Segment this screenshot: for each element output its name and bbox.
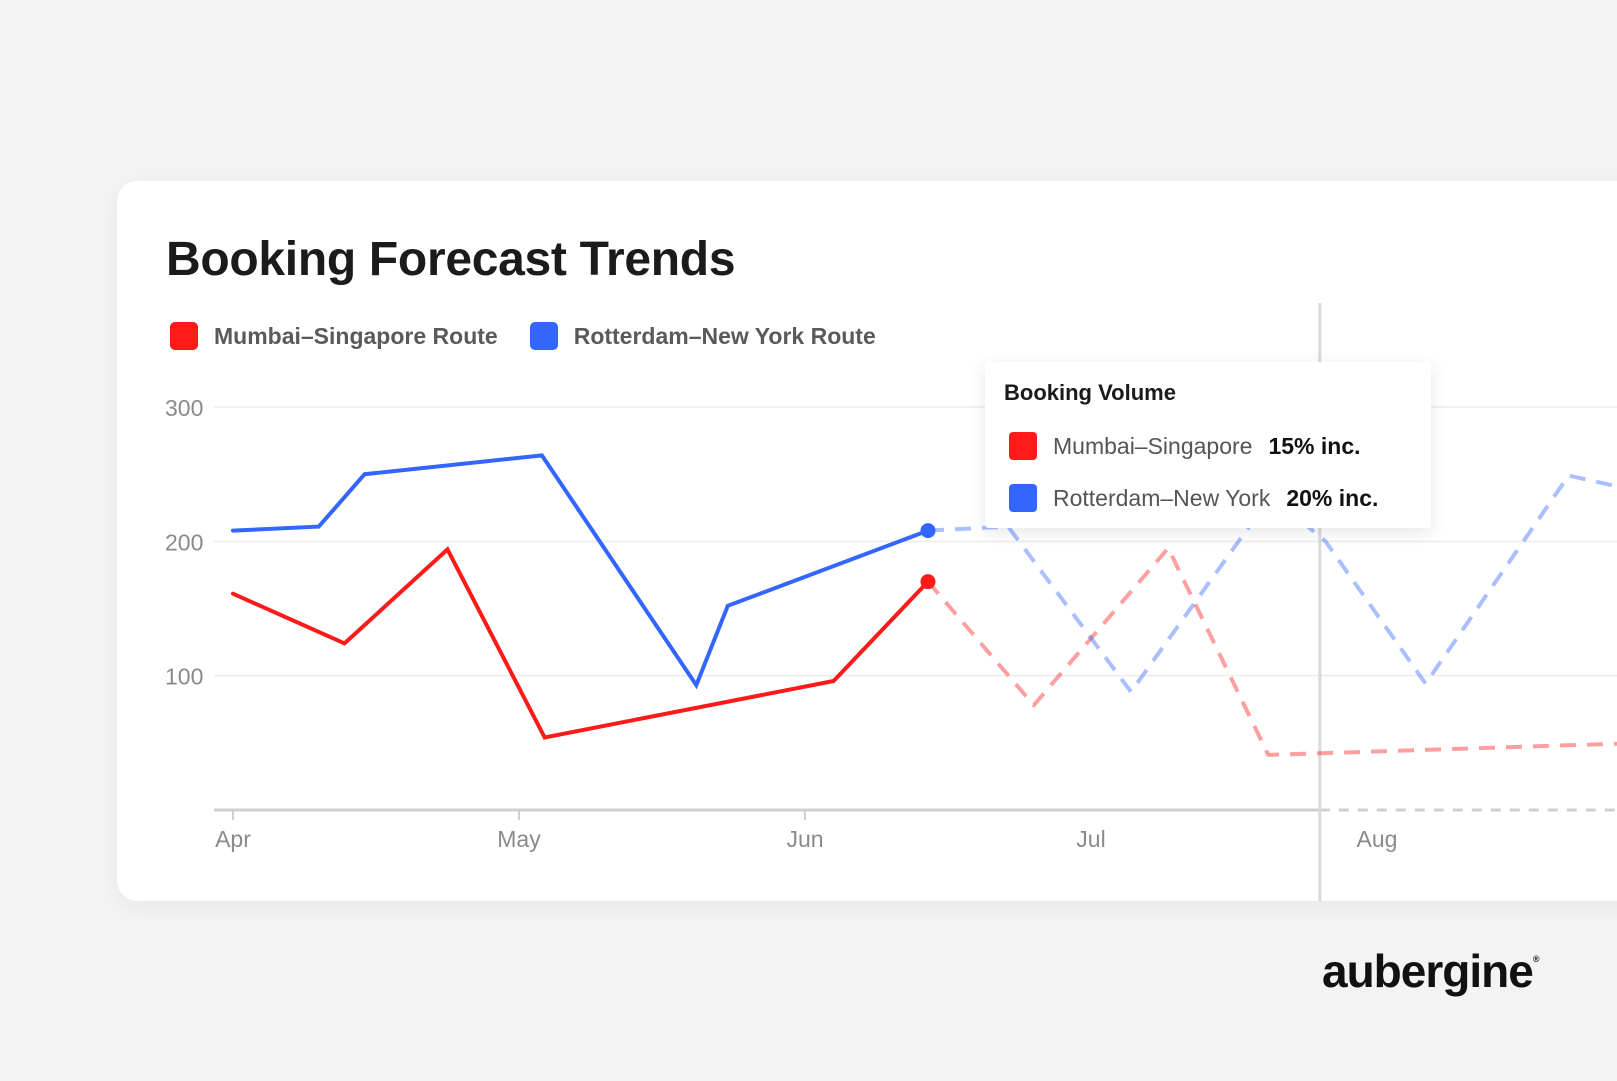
tooltip-row-mumbai: Mumbai–Singapore 15% inc. [1009, 432, 1361, 460]
x-tick-label-may: May [497, 826, 541, 852]
brand-logo: aubergine® [1322, 944, 1540, 998]
legend-swatch-rotterdam [529, 322, 558, 350]
series-line-rotterdam [231, 453, 930, 690]
legend-label-rotterdam: Rotterdam–New York Route [573, 322, 876, 349]
series-line-rotterdam-forecast [927, 473, 1617, 694]
legend-label-mumbai: Mumbai–Singapore Route [214, 322, 498, 349]
tooltip-title: Booking Volume [1004, 380, 1176, 405]
chart-title: Booking Forecast Trends [166, 233, 736, 286]
tooltip: Booking Volume Mumbai–Singapore 15% inc.… [985, 362, 1431, 528]
legend-item-rotterdam[interactable]: Rotterdam–New York Route [529, 322, 876, 350]
x-tick-label-jul: Jul [1076, 826, 1105, 852]
tooltip-value-rotterdam: 20% inc. [1286, 484, 1379, 511]
x-tick-label-jun: Jun [786, 826, 823, 852]
tooltip-swatch-mumbai [1009, 432, 1037, 460]
tooltip-name-rotterdam: Rotterdam–New York [1053, 484, 1271, 511]
legend-item-mumbai[interactable]: Mumbai–Singapore Route [170, 322, 498, 350]
x-tick-label-aug: Aug [1357, 826, 1398, 852]
series-point-rotterdam-current [920, 523, 936, 539]
y-tick-label-200: 200 [165, 529, 203, 555]
tooltip-value-mumbai: 15% inc. [1268, 432, 1361, 459]
tooltip-row-rotterdam: Rotterdam–New York 20% inc. [1009, 484, 1378, 512]
y-tick-label-300: 300 [165, 395, 203, 421]
chart-legend: Mumbai–Singapore Route Rotterdam–New Yor… [170, 322, 908, 350]
brand-mark: ® [1532, 954, 1540, 964]
tooltip-swatch-rotterdam [1009, 484, 1037, 512]
y-tick-label-100: 100 [165, 664, 203, 690]
x-tick-label-apr: Apr [215, 826, 251, 852]
series-point-mumbai-current [920, 574, 936, 590]
series-line-mumbai [231, 546, 930, 740]
series-line-mumbai-forecast [926, 546, 1617, 757]
legend-swatch-mumbai [170, 322, 198, 350]
tooltip-name-mumbai: Mumbai–Singapore [1053, 432, 1253, 459]
brand-name: aubergine [1322, 945, 1534, 997]
